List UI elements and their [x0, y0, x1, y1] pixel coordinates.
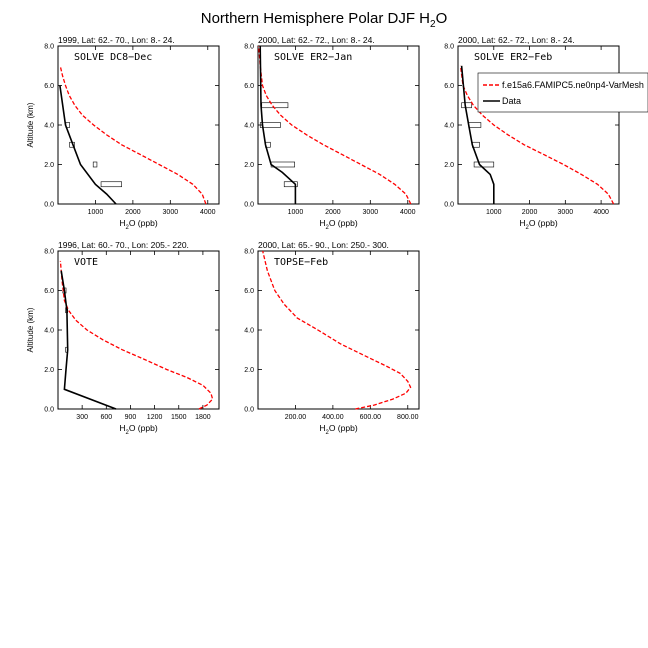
- x-tick-label: 1000: [486, 209, 502, 216]
- y-axis-label: Altitude (km): [26, 102, 35, 147]
- y-tick-label: 2.0: [244, 162, 254, 169]
- data-range-box: [261, 102, 289, 109]
- plot-frame: [257, 250, 420, 410]
- x-tick-label: 4000: [400, 209, 416, 216]
- x-tick-label: 800.00: [397, 414, 419, 421]
- campaign-label: TOPSE−Feb: [274, 257, 328, 268]
- x-tick-label: 300: [76, 414, 88, 421]
- panel-2: 2000, Lat: 62.- 72., Lon: 8.- 24. 1000 200…: [244, 35, 420, 231]
- y-tick-label: 6.0: [44, 83, 54, 90]
- x-tick-label: 1800: [195, 414, 211, 421]
- data-range-box: [473, 161, 495, 168]
- plot-frame: [257, 45, 420, 205]
- y-tick-label: 4.0: [244, 123, 254, 130]
- y-tick-label: 6.0: [444, 83, 454, 90]
- y-tick-label: 8.0: [244, 249, 254, 256]
- x-tick-label: 200.00: [285, 414, 307, 421]
- panel-3: 2000, Lat: 62.- 72., Lon: 8.- 24. 1000 200…: [444, 35, 620, 231]
- y-tick-label: 2.0: [44, 162, 54, 169]
- x-tick-label: 2000: [522, 209, 538, 216]
- x-axis-label: H2O (ppb): [119, 218, 157, 231]
- panel-5: 2000, Lat: 65.- 90., Lon: 250.- 300. 200.…: [244, 240, 420, 436]
- observed-data-line: [60, 270, 117, 410]
- figure-title: Northern Hemisphere Polar DJF H2O: [201, 10, 447, 30]
- y-tick-label: 0.0: [244, 202, 254, 209]
- campaign-label: SOLVE DC8−Dec: [74, 52, 152, 63]
- x-tick-label: 2000: [325, 209, 341, 216]
- y-tick-label: 8.0: [44, 249, 54, 256]
- y-tick-label: 4.0: [44, 328, 54, 335]
- panel-header: 1999, Lat: 62.- 70., Lon: 8.- 24.: [58, 35, 175, 45]
- x-tick-label: 4000: [200, 209, 216, 216]
- y-tick-label: 2.0: [244, 367, 254, 374]
- observed-data-line: [460, 65, 495, 204]
- x-tick-label: 1200: [147, 414, 163, 421]
- panel-header: 2000, Lat: 62.- 72., Lon: 8.- 24.: [458, 35, 575, 45]
- y-tick-label: 2.0: [44, 367, 54, 374]
- panel-4: 1996, Lat: 60.- 70., Lon: 205.- 220. 300 6…: [26, 240, 220, 436]
- observed-data-line: [59, 85, 117, 205]
- data-range-box: [259, 122, 281, 128]
- x-tick-label: 1000: [288, 209, 304, 216]
- x-tick-label: 3000: [558, 209, 574, 216]
- panel-header: 2000, Lat: 62.- 72., Lon: 8.- 24.: [258, 35, 375, 45]
- data-range-box: [100, 181, 122, 188]
- y-tick-label: 8.0: [44, 44, 54, 51]
- legend-box: [477, 72, 648, 113]
- campaign-label: VOTE: [74, 257, 98, 268]
- x-axis-label: H2O (ppb): [519, 218, 557, 231]
- y-tick-label: 4.0: [444, 123, 454, 130]
- x-tick-label: 600.00: [360, 414, 382, 421]
- model-series-line: [59, 65, 207, 205]
- campaign-label: SOLVE ER2−Jan: [274, 52, 352, 63]
- y-tick-label: 2.0: [444, 162, 454, 169]
- x-axis-label: H2O (ppb): [119, 423, 157, 436]
- legend-model-label: f.e15a6.FAMIPC5.ne0np4-VarMesh: [502, 80, 644, 90]
- y-tick-label: 0.0: [44, 407, 54, 414]
- model-series-line: [262, 250, 412, 410]
- x-tick-label: 900: [125, 414, 137, 421]
- x-axis-label: H2O (ppb): [319, 423, 357, 436]
- data-range-box: [461, 102, 472, 109]
- x-tick-label: 3000: [363, 209, 379, 216]
- panel-1: 1999, Lat: 62.- 70., Lon: 8.- 24. 1000 200…: [26, 35, 220, 231]
- x-tick-label: 600: [100, 414, 112, 421]
- y-tick-label: 0.0: [44, 202, 54, 209]
- y-tick-label: 6.0: [244, 83, 254, 90]
- y-tick-label: 0.0: [444, 202, 454, 209]
- observed-data-line: [259, 45, 297, 204]
- x-axis-label: H2O (ppb): [319, 218, 357, 231]
- x-tick-label: 3000: [163, 209, 179, 216]
- y-tick-label: 4.0: [244, 328, 254, 335]
- y-tick-label: 8.0: [444, 44, 454, 51]
- legend: f.e15a6.FAMIPC5.ne0np4-VarMesh Data: [477, 72, 648, 113]
- model-series-line: [459, 65, 615, 205]
- panel-header: 2000, Lat: 65.- 90., Lon: 250.- 300.: [258, 240, 389, 250]
- data-range-box: [468, 122, 482, 128]
- data-range-box: [283, 181, 298, 188]
- plot-frame: [57, 250, 220, 410]
- x-tick-label: 1000: [88, 209, 104, 216]
- y-tick-label: 0.0: [244, 407, 254, 414]
- plot-frame: [57, 45, 220, 205]
- model-series-line: [59, 260, 214, 410]
- x-tick-label: 400.00: [322, 414, 344, 421]
- y-tick-label: 4.0: [44, 123, 54, 130]
- x-tick-label: 2000: [125, 209, 141, 216]
- plot-frame: [457, 45, 620, 205]
- y-tick-label: 6.0: [44, 288, 54, 295]
- x-tick-label: 1500: [171, 414, 187, 421]
- legend-data-label: Data: [502, 96, 521, 106]
- y-tick-label: 6.0: [244, 288, 254, 295]
- data-range-box: [92, 161, 98, 168]
- panel-header: 1996, Lat: 60.- 70., Lon: 205.- 220.: [58, 240, 189, 250]
- y-axis-label: Altitude (km): [26, 307, 35, 352]
- x-tick-label: 4000: [593, 209, 609, 216]
- model-series-line: [258, 45, 412, 205]
- campaign-label: SOLVE ER2−Feb: [474, 52, 552, 63]
- y-tick-label: 8.0: [244, 44, 254, 51]
